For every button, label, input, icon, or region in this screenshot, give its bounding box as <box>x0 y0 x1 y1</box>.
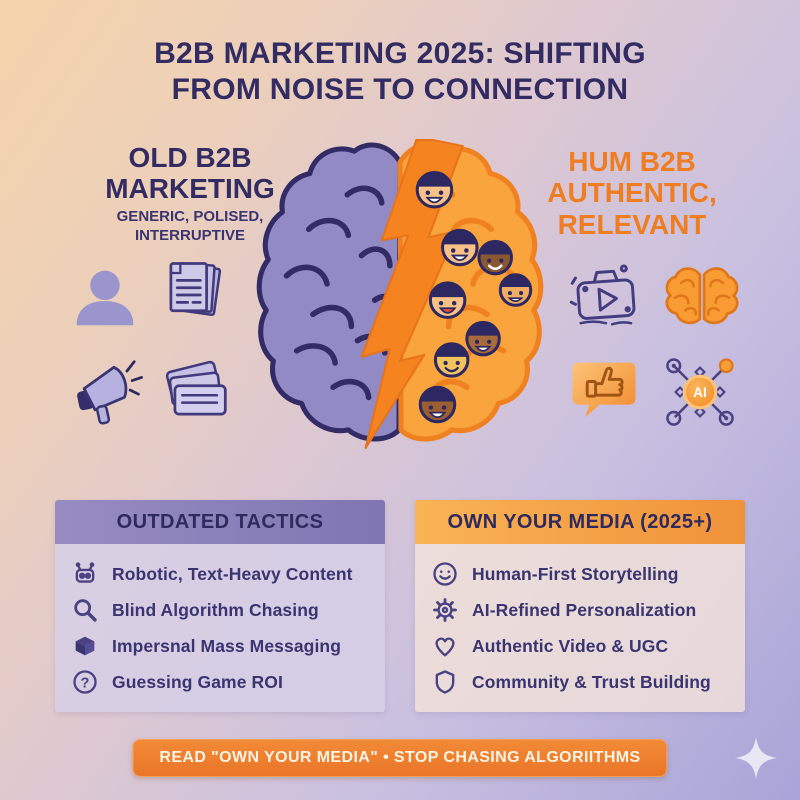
list-item-label: Community & Trust Building <box>472 671 711 692</box>
person-icon <box>63 258 147 342</box>
robot-icon <box>75 562 95 583</box>
list-item-label: AI-Refined Personalization <box>472 599 697 620</box>
documents-icon <box>152 252 236 336</box>
smiley-icon <box>433 562 457 586</box>
outdated-tactics-panel: OUTDATED TACTICS Robotic, Text-Heavy Con… <box>55 500 385 712</box>
list-item: Human-First Storytelling <box>431 560 729 588</box>
list-item: ? Guessing Game ROI <box>71 668 369 696</box>
page-title: B2B MARKETING 2025: SHIFTING FROM NOISE … <box>154 37 646 106</box>
brain-icon <box>660 260 744 344</box>
list-item: Authentic Video & UGC <box>431 632 729 660</box>
magnifier-icon <box>74 599 97 622</box>
own-your-media-header: OWN YOUR MEDIA (2025+) <box>415 500 745 544</box>
old-b2b-subtitle: GENERIC, POLISED, INTERRUPTIVE <box>116 208 264 244</box>
new-b2b-heading: HUM B2B AUTHENTIC, RELEVANT <box>547 146 717 240</box>
list-item: Impersnal Mass Messaging <box>71 632 369 660</box>
left-brain-half <box>256 142 403 442</box>
cta-banner[interactable]: READ "OWN YOUR MEDIA" • STOP CHASING ALG… <box>132 739 668 777</box>
list-item: AI-Refined Personalization <box>431 596 729 624</box>
list-item: Community & Trust Building <box>431 668 729 696</box>
question-glyph: ? <box>81 675 90 691</box>
list-item-label: Human-First Storytelling <box>472 563 679 584</box>
own-your-media-panel: OWN YOUR MEDIA (2025+) Human-First Story… <box>415 500 745 712</box>
list-item-label: Impersnal Mass Messaging <box>112 635 342 656</box>
heart-icon <box>435 637 455 657</box>
ai-icon-label: AI <box>693 385 707 400</box>
video-camera-icon <box>566 256 650 340</box>
list-item-label: Guessing Game ROI <box>112 671 283 692</box>
split-brain-graphic <box>248 136 552 450</box>
shield-icon <box>435 670 455 694</box>
box-icon <box>75 636 95 656</box>
old-b2b-heading: OLD B2B MARKETING <box>105 142 275 205</box>
thumbs-up-icon <box>562 350 646 434</box>
face-group <box>415 170 533 424</box>
list-item: Robotic, Text-Heavy Content <box>71 560 369 588</box>
lightning-bolt-icon <box>360 139 464 450</box>
megaphone-icon <box>66 348 150 432</box>
question-icon: ? <box>73 670 97 694</box>
cards-icon <box>156 348 240 432</box>
sparkle-icon <box>735 737 777 779</box>
outdated-tactics-header: OUTDATED TACTICS <box>55 500 385 544</box>
list-item-label: Blind Algorithm Chasing <box>112 599 319 620</box>
gear-icon <box>433 598 457 622</box>
ai-network-icon: AI <box>658 350 742 434</box>
list-item-label: Robotic, Text-Heavy Content <box>112 563 353 584</box>
list-item: Blind Algorithm Chasing <box>71 596 369 624</box>
list-item-label: Authentic Video & UGC <box>472 635 669 656</box>
